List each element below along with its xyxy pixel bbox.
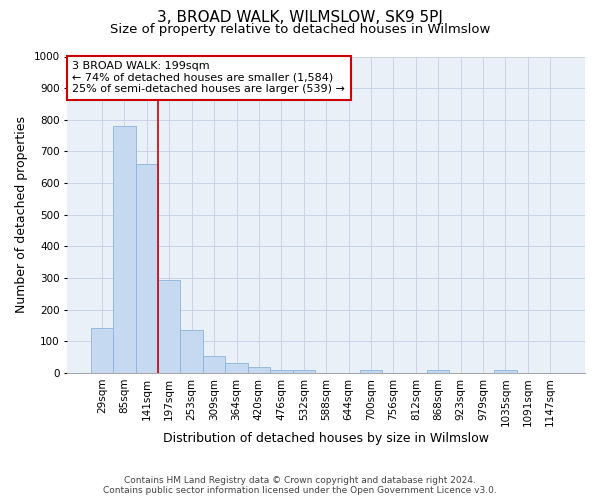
Text: Contains HM Land Registry data © Crown copyright and database right 2024.
Contai: Contains HM Land Registry data © Crown c… <box>103 476 497 495</box>
Bar <box>494 370 517 373</box>
Text: Size of property relative to detached houses in Wilmslow: Size of property relative to detached ho… <box>110 22 490 36</box>
Bar <box>181 330 203 373</box>
X-axis label: Distribution of detached houses by size in Wilmslow: Distribution of detached houses by size … <box>163 432 489 445</box>
Bar <box>427 370 449 373</box>
Text: 3, BROAD WALK, WILMSLOW, SK9 5PJ: 3, BROAD WALK, WILMSLOW, SK9 5PJ <box>157 10 443 25</box>
Bar <box>136 164 158 373</box>
Bar <box>113 126 136 373</box>
Bar <box>91 328 113 373</box>
Bar <box>360 370 382 373</box>
Text: 3 BROAD WALK: 199sqm
← 74% of detached houses are smaller (1,584)
25% of semi-de: 3 BROAD WALK: 199sqm ← 74% of detached h… <box>73 61 346 94</box>
Bar <box>158 280 181 373</box>
Bar <box>270 370 293 373</box>
Bar <box>293 370 315 373</box>
Bar <box>226 364 248 373</box>
Bar <box>203 356 226 373</box>
Bar <box>248 367 270 373</box>
Y-axis label: Number of detached properties: Number of detached properties <box>15 116 28 313</box>
